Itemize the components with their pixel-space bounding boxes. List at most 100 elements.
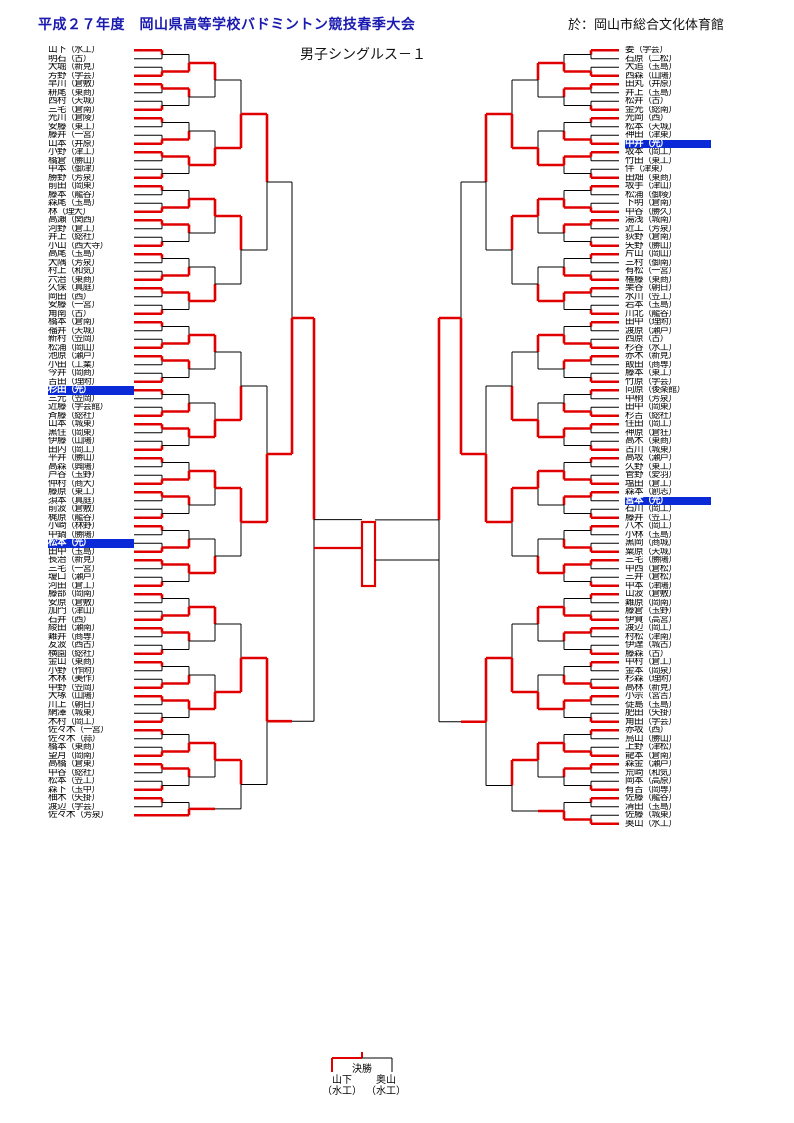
player-name: 高瀬	[48, 216, 67, 225]
player-school: （古）	[643, 649, 669, 659]
player-entry: 西森（山陽）	[625, 72, 711, 81]
player-school: （水工）	[643, 343, 677, 353]
player-school: （興陽）	[66, 462, 100, 472]
player-school: （倉工）	[643, 658, 677, 667]
player-entry: 山本（城東）	[48, 420, 134, 429]
player-entry: 管野（愛羽）	[625, 471, 711, 480]
player-name: 池原	[48, 352, 67, 361]
player-name: 岡本	[625, 777, 644, 786]
player-entry: 安原（倉敷）	[48, 599, 134, 608]
player-name: 高坂	[625, 454, 644, 463]
player-school: （理附）	[643, 675, 677, 684]
player-entry: 姜（学芸）	[625, 46, 711, 55]
player-school: （笠岡）	[66, 683, 100, 693]
player-entry: 森金（瀬戸）	[625, 760, 711, 769]
player-name: 松浦	[625, 190, 644, 199]
player-name: 森本	[625, 488, 644, 497]
player-school: （津工）	[66, 148, 100, 157]
player-school: （倉敷）	[66, 80, 100, 89]
player-name: 山波	[625, 590, 644, 599]
player-entry: 早川（倉敷）	[48, 80, 134, 89]
player-name: 石井	[48, 615, 67, 624]
player-school: （東商）	[66, 88, 100, 98]
player-name: 河野	[48, 224, 67, 233]
player-school: （二松）	[643, 54, 677, 64]
player-name: 林	[48, 207, 58, 216]
player-entry: 杉田（光）	[48, 386, 134, 395]
player-entry: 伴（津東）	[625, 165, 711, 174]
player-name: 前田	[48, 182, 67, 191]
player-school: （瀬戸）	[643, 760, 677, 769]
player-name: 有吉	[625, 785, 644, 794]
player-name: 松浦	[48, 343, 67, 352]
player-school: （一宮）	[66, 301, 100, 310]
player-name: 伊達	[625, 641, 644, 650]
player-entry: 石原（二松）	[625, 55, 711, 64]
player-entry: 三宅（倉南）	[48, 106, 134, 115]
player-name: 難井	[48, 632, 67, 641]
player-entry: 村上（和気）	[48, 267, 134, 276]
player-entry: 坂本（岡工）	[625, 148, 711, 157]
player-name: 金本	[625, 666, 644, 675]
player-name: 近藤	[48, 403, 67, 412]
player-entry: 中野（笠岡）	[48, 684, 134, 693]
player-name: 岡田	[48, 292, 67, 301]
player-entry: 伊賀（高宮）	[625, 616, 711, 625]
player-name: 水川	[625, 292, 644, 301]
player-school: （玉野）	[66, 471, 100, 480]
player-entry: 金本（岡泉）	[625, 667, 711, 676]
player-school: （岡工）	[643, 148, 677, 157]
player-school: （倉南）	[643, 233, 677, 242]
player-entry: 高林（新見）	[625, 684, 711, 693]
player-name: 吉田	[48, 377, 67, 386]
player-entry: 橋本（倉南）	[48, 318, 134, 327]
player-name: 西原	[625, 335, 644, 344]
player-school: （学芸）	[66, 802, 100, 812]
player-school: （芳泉）	[74, 811, 109, 820]
player-name: 綾田	[48, 624, 67, 633]
player-entry: 六治（東商）	[48, 276, 134, 285]
player-name: 安藤	[48, 301, 67, 310]
player-name: 高木	[625, 437, 644, 446]
player-entry: 松本（笠工）	[48, 777, 134, 786]
player-school: （勝陽）	[66, 530, 100, 540]
player-school: （西大寺）	[66, 241, 109, 251]
player-school: （商専）	[643, 360, 677, 370]
player-school: （学芸）	[634, 46, 668, 55]
player-school: （東商）	[643, 437, 677, 446]
player-name: 杉田	[48, 386, 67, 395]
player-name: 栗谷	[625, 284, 644, 293]
player-name: 金山	[48, 658, 67, 667]
player-name: 伴	[625, 165, 635, 174]
player-name: 望月	[48, 751, 67, 760]
player-school: （玉島）	[66, 199, 100, 208]
player-school: （津山）	[643, 182, 677, 191]
player-entry: 田丸（井原）	[625, 80, 711, 89]
player-entry: 角田（学芸）	[625, 718, 711, 727]
player-name: 上野	[625, 743, 644, 752]
player-entry: 大隅（芳泉）	[48, 259, 134, 268]
player-school: （朝日）	[66, 700, 100, 710]
player-entry: 西村（天城）	[48, 97, 134, 106]
player-entry: 高森（興陽）	[48, 463, 134, 472]
player-entry: 松浦（岡山）	[48, 344, 134, 353]
player-name: 中井	[625, 139, 644, 148]
player-school: （勝山）	[643, 734, 677, 744]
player-name: 中鍋	[48, 530, 67, 539]
player-name: 新村	[48, 335, 67, 344]
final-left-name: 山下	[332, 1075, 352, 1086]
player-name: 森尾	[48, 199, 67, 208]
player-entry: 山下（水工）	[48, 46, 134, 55]
player-entry: 高坂（瀬戸）	[625, 454, 711, 463]
player-name: 肥田	[625, 709, 644, 718]
player-name: 権藤	[625, 275, 644, 284]
player-entry: 佐藤（城東）	[625, 811, 711, 820]
player-entry: 杉吉（総社）	[625, 412, 711, 421]
player-entry: 田畑（東商）	[625, 174, 711, 183]
player-name: 松本	[48, 777, 67, 786]
player-name: 住田	[625, 420, 644, 429]
player-entry: 山波（倉敷）	[625, 590, 711, 599]
player-school: （岡東）	[643, 403, 677, 412]
player-entry: 矢野（勝山）	[625, 242, 711, 251]
player-entry: 小宗（宮吉）	[625, 692, 711, 701]
